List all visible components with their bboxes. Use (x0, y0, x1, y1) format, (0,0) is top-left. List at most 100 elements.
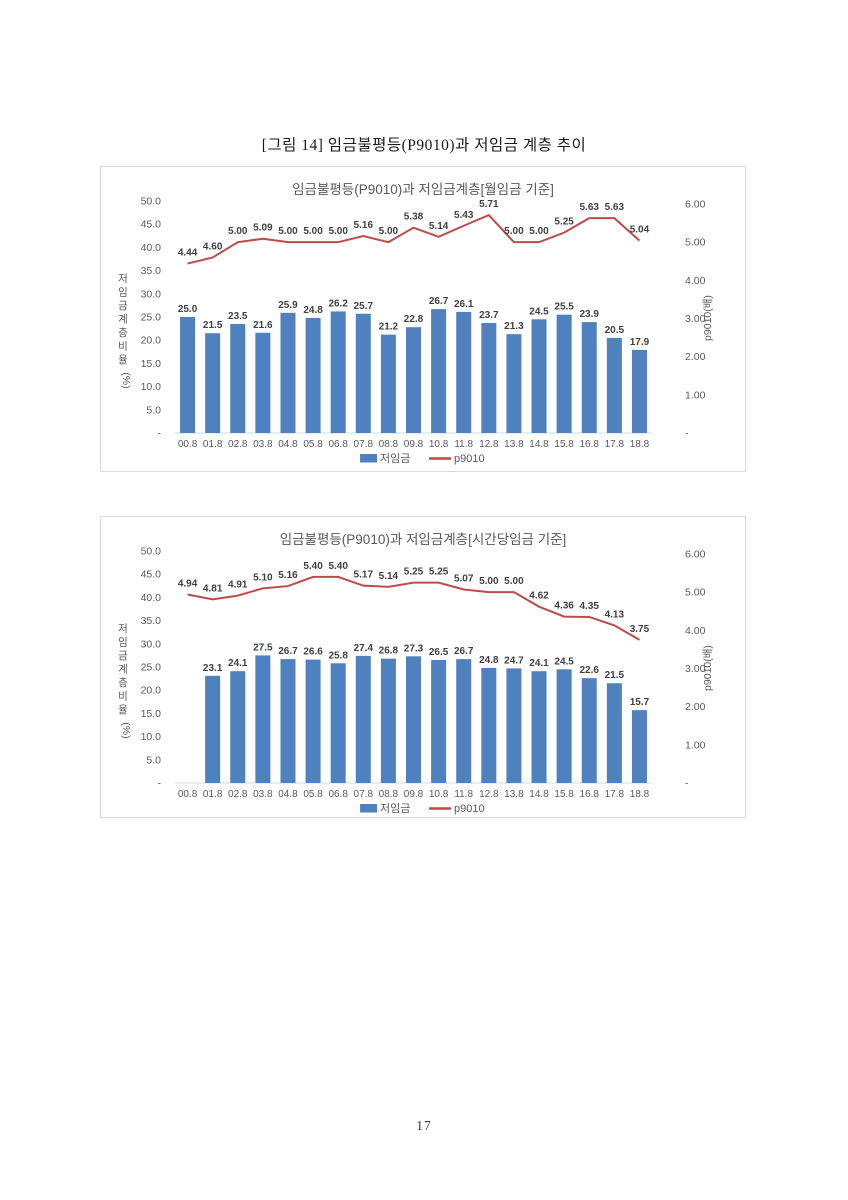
left-axis-tick: 15.0 (141, 358, 162, 370)
x-axis-label: 09.8 (404, 439, 424, 450)
x-axis-label: 17.8 (605, 789, 625, 800)
left-axis-title-unit: (%) (120, 722, 132, 738)
legend-label-line: p9010 (454, 803, 485, 815)
line-label: 5.71 (479, 199, 499, 210)
left-axis-tick: 40.0 (141, 242, 162, 254)
bar-label: 21.5 (203, 320, 223, 331)
bar-00.8 (180, 317, 196, 433)
line-label: 5.00 (504, 576, 524, 587)
left-axis-title-char: 저 (118, 623, 128, 635)
bar-13.8 (506, 668, 522, 783)
bar-07.8 (355, 313, 371, 433)
left-axis-title-char: 율 (118, 704, 128, 716)
bar-09.8 (406, 327, 421, 433)
left-axis-title-char: 층 (118, 677, 128, 689)
left-axis-tick: 5.0 (146, 754, 161, 766)
left-axis-tick: 40.0 (141, 592, 162, 604)
bar-17.8 (606, 337, 622, 433)
line-label: 5.40 (303, 561, 323, 572)
bar-05.8 (305, 317, 321, 433)
right-axis-tick: - (685, 778, 689, 790)
bar-label: 21.3 (504, 321, 524, 332)
x-axis-label: 08.8 (379, 789, 399, 800)
line-label: 5.25 (404, 567, 424, 578)
bar-label: 26.7 (454, 646, 474, 657)
line-label: 4.36 (554, 601, 574, 612)
line-label: 4.94 (178, 578, 198, 589)
line-label: 5.00 (303, 226, 323, 237)
x-axis-label: 13.8 (504, 789, 524, 800)
x-axis-label: 04.8 (278, 439, 298, 450)
bar-12.8 (481, 323, 497, 433)
left-axis-title-char: 층 (118, 327, 128, 339)
x-axis-label: 14.8 (529, 789, 549, 800)
bar-label: 25.9 (278, 300, 298, 311)
bar-09.8 (406, 656, 421, 783)
bar-04.8 (280, 659, 296, 783)
chart-title: 임금불평등(P9010)과 저임금계층[시간당임금 기준] (280, 532, 567, 547)
x-axis-label: 06.8 (328, 789, 348, 800)
line-label: 5.63 (605, 202, 625, 213)
bar-13.8 (506, 334, 522, 433)
left-axis-tick: 45.0 (141, 569, 162, 581)
line-label: 4.60 (203, 241, 223, 252)
combo-chart-hourly: 임금불평등(P9010)과 저임금계층[시간당임금 기준] 50.0 45.0 40.… (118, 532, 714, 815)
left-axis-title-char: 비 (118, 340, 128, 352)
bar-label: 17.9 (630, 337, 650, 348)
line-label: 4.62 (529, 591, 549, 602)
left-axis-title-char: 계 (118, 313, 128, 325)
left-axis-title-char: 금 (118, 300, 128, 312)
x-axis-label: 12.8 (479, 789, 499, 800)
line-label: 5.16 (354, 220, 374, 231)
line-label: 5.43 (454, 210, 474, 221)
p9010-line (187, 213, 641, 265)
line-label: 5.16 (278, 570, 298, 581)
bar-04.8 (280, 312, 296, 433)
bar-label: 24.5 (529, 306, 549, 317)
left-axis-title-unit: (%) (120, 372, 132, 388)
bar-07.8 (355, 655, 371, 783)
left-axis-tick: 35.0 (141, 615, 162, 627)
x-axis-label: 08.8 (379, 439, 399, 450)
left-axis-tick: 30.0 (141, 288, 162, 300)
right-axis-tick: 2.00 (685, 701, 706, 713)
bar-02.8 (230, 323, 246, 433)
x-axis-label: 00.8 (178, 789, 198, 800)
x-axis-label: 12.8 (479, 439, 499, 450)
line-label: 4.91 (228, 580, 248, 591)
left-axis-tick: 25.0 (141, 312, 162, 324)
x-axis-label: 05.8 (303, 439, 323, 450)
left-axis-tick: 5.0 (146, 404, 161, 416)
right-axis-title: p9010(배) (702, 295, 714, 341)
bar-label: 26.8 (379, 646, 399, 657)
right-axis-title: p9010(배) (702, 645, 714, 691)
bar-label: 20.5 (605, 325, 625, 336)
left-axis-tick: 50.0 (141, 196, 162, 208)
legend-label-bar: 저임금 (380, 802, 410, 815)
bar-11.8 (456, 659, 472, 783)
bar-label: 25.7 (354, 301, 374, 312)
bar-label: 27.5 (253, 642, 273, 653)
left-axis-tick: 45.0 (141, 219, 162, 231)
line-label: 4.44 (178, 248, 198, 259)
right-axis-tick: 4.00 (685, 625, 706, 637)
x-axis-label: 11.8 (454, 439, 473, 450)
x-axis-label: 03.8 (253, 789, 273, 800)
bar-label: 24.8 (479, 655, 499, 666)
bar-14.8 (531, 319, 547, 433)
x-axis-label: 15.8 (554, 789, 574, 800)
line-label: 5.04 (630, 225, 650, 236)
bar-label: 24.1 (529, 658, 549, 669)
bar-18.8 (631, 349, 647, 433)
line-label: 5.10 (253, 572, 273, 583)
bar-01.8 (205, 333, 221, 433)
line-label: 5.00 (479, 576, 499, 587)
line-label: 5.00 (278, 226, 298, 237)
bar-16.8 (581, 322, 597, 433)
line-label: 5.14 (429, 221, 449, 232)
x-axis-label: 04.8 (278, 789, 298, 800)
bar-11.8 (456, 311, 472, 433)
legend-bar-swatch (360, 454, 378, 463)
x-axis-label: 16.8 (580, 789, 600, 800)
